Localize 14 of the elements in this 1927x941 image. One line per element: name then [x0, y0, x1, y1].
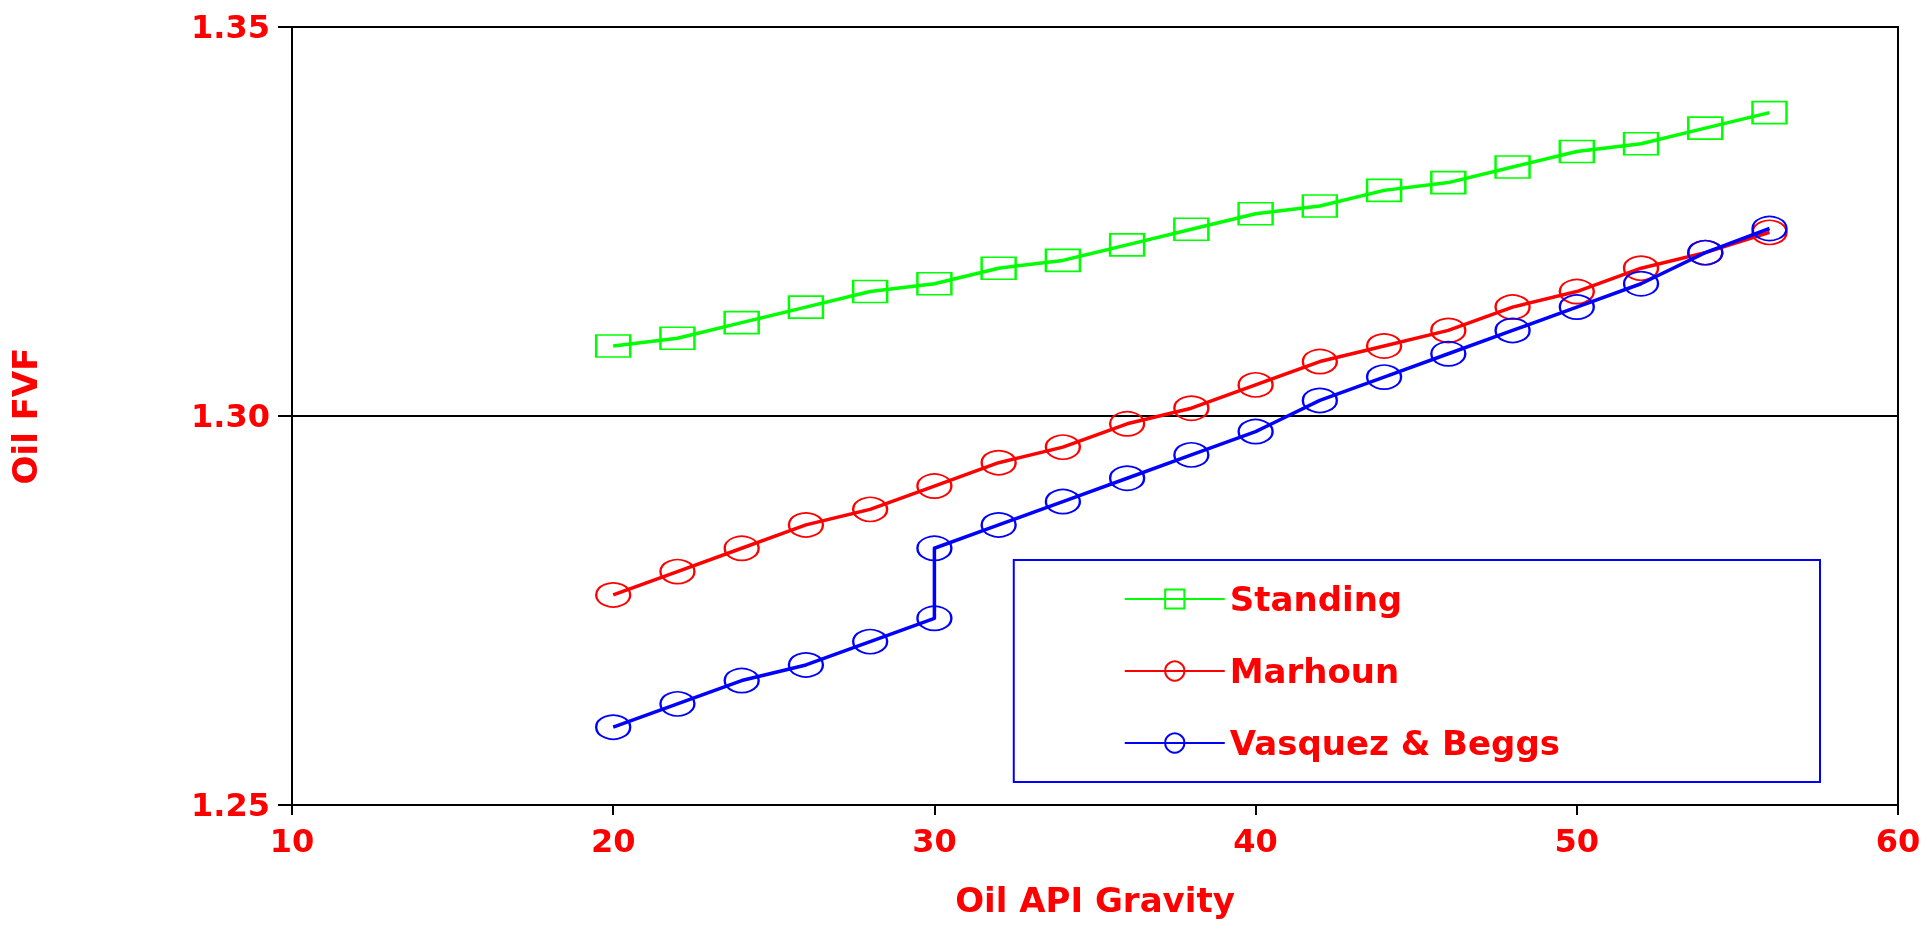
y-axis-title: Oil FVF [5, 347, 45, 485]
x-tick-label: 30 [912, 822, 957, 860]
y-tick-label: 1.25 [191, 786, 270, 824]
x-tick-label: 50 [1554, 822, 1600, 860]
legend-label: Marhoun [1229, 651, 1400, 691]
y-tick-label: 1.30 [191, 397, 270, 435]
x-tick-label: 20 [590, 822, 636, 860]
x-tick-label: 40 [1233, 822, 1278, 860]
x-tick-label: 60 [1875, 822, 1921, 860]
x-tick-label: 10 [269, 822, 315, 860]
y-tick-label: 1.35 [191, 8, 270, 46]
legend-label: Standing [1229, 579, 1403, 619]
legend-label: Vasquez & Beggs [1229, 723, 1561, 763]
x-axis-title: Oil API Gravity [955, 880, 1235, 920]
